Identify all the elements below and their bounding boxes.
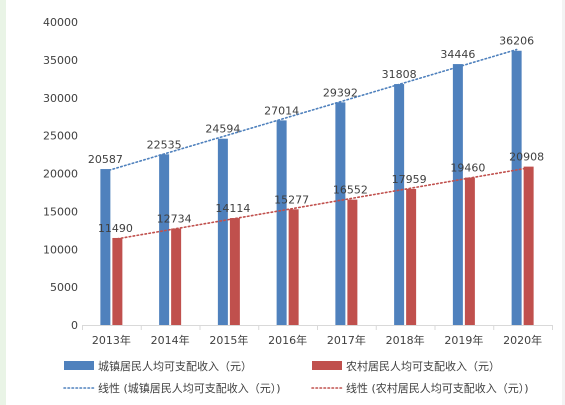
bar-rural: [288, 209, 299, 325]
y-tick-label: 35000: [43, 54, 78, 67]
legend-entry-urban: 城镇居民人均可支配收入（元）: [64, 359, 252, 373]
legend-label: 农村居民人均可支配收入（元）: [346, 359, 500, 373]
data-label-urban: 29392: [323, 86, 358, 99]
trendline-rural: [116, 167, 530, 240]
data-label-rural: 15277: [274, 193, 309, 206]
data-label-rural: 14114: [215, 202, 250, 215]
x-tick-label: 2015年: [209, 333, 248, 347]
legend-label: 线性 (农村居民人均可支配收入（元）): [346, 381, 529, 395]
trendline-urban: [104, 48, 518, 173]
y-tick-label: 30000: [43, 92, 78, 105]
data-label-rural: 16552: [333, 184, 368, 197]
x-tick-label: 2013年: [92, 333, 131, 347]
y-tick-label: 0: [71, 319, 78, 332]
data-label-urban: 36206: [499, 35, 534, 48]
data-label-urban: 22535: [147, 138, 182, 151]
bar-urban: [335, 102, 346, 326]
data-label-urban: 34446: [440, 48, 475, 61]
x-tick-label: 2018年: [386, 333, 425, 347]
y-tick-label: 15000: [43, 205, 78, 218]
data-label-rural: 19460: [450, 162, 485, 175]
chart-data-labels: 20587 22535 24594 27014 29392 31808 34446 36206…: [88, 35, 544, 235]
bar-urban: [100, 169, 111, 325]
y-tick-label: 25000: [43, 130, 78, 143]
legend-entry-rural-trend: 线性 (农村居民人均可支配收入（元）): [311, 381, 529, 395]
y-tick-label: 20000: [43, 168, 78, 181]
data-label-rural: 11490: [98, 222, 133, 235]
data-label-rural: 20908: [509, 151, 544, 164]
x-tick-label: 2017年: [327, 333, 366, 347]
bar-urban: [276, 120, 287, 325]
bar-rural: [523, 166, 534, 325]
bar-rural: [229, 218, 240, 325]
x-tick-label: 2016年: [268, 333, 307, 347]
bar-urban: [511, 50, 522, 325]
left-edge-strip: [0, 0, 6, 405]
y-tick-label: 5000: [50, 281, 78, 294]
data-label-urban: 27014: [264, 104, 299, 117]
x-tick-label: 2019年: [444, 333, 483, 347]
x-tick-label: 2014年: [151, 333, 190, 347]
data-label-rural: 17959: [392, 173, 427, 186]
right-edge-strip: [562, 0, 565, 405]
legend-label: 线性 (城镇居民人均可支配收入（元）): [98, 381, 281, 395]
data-label-urban: 20587: [88, 153, 123, 166]
legend-swatch: [312, 361, 342, 370]
data-label-rural: 12734: [157, 213, 192, 226]
legend-entry-rural: 农村居民人均可支配收入（元）: [312, 359, 500, 373]
bar-urban: [159, 154, 170, 325]
data-label-urban: 31808: [382, 68, 417, 81]
bar-rural: [347, 199, 358, 325]
y-tick-label: 40000: [43, 16, 78, 29]
bar-urban: [394, 84, 405, 325]
bar-rural: [406, 188, 417, 325]
bar-rural: [171, 228, 182, 325]
chart-legend: 城镇居民人均可支配收入（元） 农村居民人均可支配收入（元） 线性 (城镇居民人均可支…: [63, 359, 529, 395]
chart-axes: 0 5000 10000 15000 20000 25000 30000 35000 40000…: [43, 16, 553, 347]
bar-urban: [217, 138, 228, 325]
bar-urban: [452, 64, 463, 326]
chart-trendlines: [104, 48, 530, 240]
bar-rural: [112, 237, 123, 325]
legend-entry-urban-trend: 线性 (城镇居民人均可支配收入（元）): [63, 381, 281, 395]
y-tick-label: 10000: [43, 243, 78, 256]
chart-bars: [100, 50, 534, 326]
bar-rural: [464, 177, 475, 325]
legend-swatch: [64, 361, 94, 370]
data-label-urban: 24594: [205, 123, 240, 136]
x-tick-label: 2020年: [503, 333, 542, 347]
legend-label: 城镇居民人均可支配收入（元）: [98, 359, 252, 373]
